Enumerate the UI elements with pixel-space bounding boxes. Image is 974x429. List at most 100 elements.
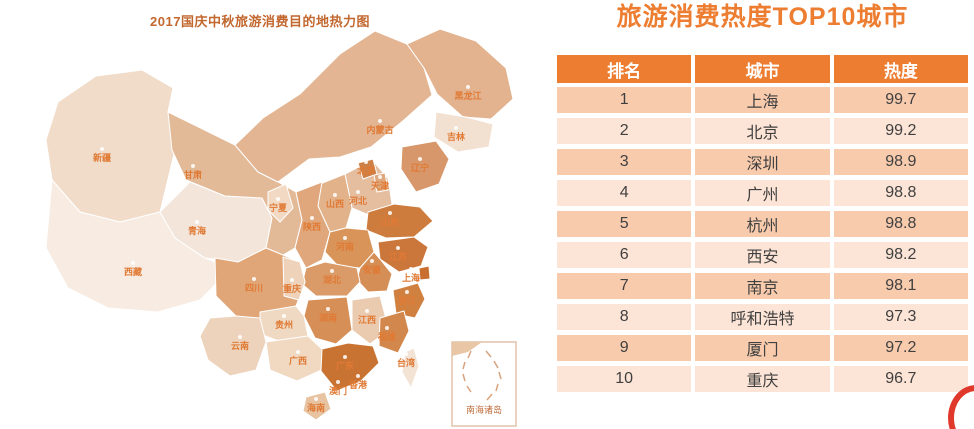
- province-label: 吉林: [447, 131, 466, 142]
- province-marker-dot: [370, 259, 374, 263]
- province-label: 福建: [377, 331, 397, 342]
- column-header-rank: 排名: [557, 55, 696, 83]
- table-row: 2 北京 99.2: [557, 118, 968, 144]
- table-body: 1 上海 99.7 2 北京 99.2 3 深圳 98.9 4 广州 98.8 5 杭州 98.8 6 西安 98…: [557, 87, 968, 392]
- province-label: 江西: [358, 314, 376, 325]
- province-label: 香港: [348, 379, 368, 390]
- table-cell: 97.3: [885, 308, 917, 325]
- province-marker-dot: [333, 193, 337, 197]
- province-天津: [373, 172, 389, 193]
- column-header-city: 城市: [695, 55, 834, 83]
- table-cell: 98.1: [885, 277, 917, 294]
- province-台湾: [401, 347, 420, 389]
- province-吉林: [433, 111, 494, 153]
- province-marker-dot: [296, 350, 300, 354]
- province-上海: [418, 265, 431, 281]
- province-marker-dot: [252, 277, 256, 281]
- province-label: 北京: [357, 165, 375, 176]
- province-label: 贵州: [275, 319, 293, 330]
- province-福建: [378, 310, 410, 354]
- table-cell: 深圳: [695, 149, 834, 175]
- province-marker-dot: [282, 314, 286, 318]
- table-cell: 97.2: [885, 339, 917, 356]
- province-marker-dot: [238, 335, 242, 339]
- province-marker-dot: [454, 126, 458, 130]
- province-marker-dot: [405, 290, 409, 294]
- province-label: 四川: [245, 283, 263, 293]
- table-cell: 上海: [695, 87, 834, 113]
- column-header-heat: 热度: [883, 61, 918, 81]
- inset-border: [451, 341, 517, 427]
- south-china-sea-inset: 南海诸岛: [451, 341, 517, 427]
- province-label: 山西: [326, 198, 344, 209]
- province-marker-dot: [385, 326, 389, 330]
- table-row: 1 上海 99.7: [557, 87, 968, 113]
- province-marker-dot: [364, 160, 368, 164]
- province-label: 上海: [402, 272, 420, 283]
- province-label: 澳门: [329, 385, 347, 396]
- table-cell: 杭州: [695, 211, 834, 237]
- province-山东: [365, 203, 434, 239]
- table-row: 6 西安 98.2: [557, 242, 968, 268]
- table-row: 5 杭州 98.8: [557, 211, 968, 237]
- table-cell: 3: [557, 149, 696, 175]
- province-label: 湖南: [319, 312, 337, 323]
- inset-coastline: [452, 342, 482, 356]
- province-marker-dot: [409, 267, 413, 271]
- province-黑龙江: [406, 28, 514, 120]
- table-cell: 南京: [695, 273, 834, 299]
- province-label: 陕西: [303, 221, 321, 232]
- table-cell: 8: [557, 304, 696, 330]
- table-row: 10 重庆 96.7: [557, 366, 968, 392]
- province-marker-dot: [343, 355, 347, 359]
- province-marker-dot: [330, 269, 334, 273]
- province-云南: [199, 315, 267, 377]
- province-海南: [302, 391, 332, 421]
- province-label: 内蒙古: [366, 124, 393, 135]
- province-内蒙古: [234, 30, 433, 183]
- province-marker-dot: [310, 216, 314, 220]
- province-label: 天津: [371, 180, 389, 191]
- province-label: 广东: [336, 360, 354, 371]
- top10-panel: 旅游消费热度TOP10城市 排名 城市 热度 1 上海 99.7 2 北京 99.2 3 深圳…: [557, 0, 968, 429]
- table-cell: 5: [557, 211, 696, 237]
- province-label: 新疆: [93, 152, 111, 163]
- province-label: 浙江: [398, 295, 416, 306]
- province-辽宁: [400, 140, 450, 193]
- nine-dash-line: [462, 350, 502, 401]
- table-row: 8 呼和浩特 97.3: [557, 304, 968, 330]
- table-cell: 98.9: [885, 153, 917, 170]
- province-marker-dot: [356, 374, 360, 378]
- province-浙江: [392, 282, 426, 319]
- province-marker-dot: [100, 147, 104, 151]
- table-cell: 广州: [695, 180, 834, 206]
- table-title: 旅游消费热度TOP10城市: [616, 3, 909, 31]
- province-label: 西藏: [124, 266, 142, 277]
- province-marker-dot: [378, 175, 382, 179]
- province-marker-dot: [276, 197, 280, 201]
- province-label: 黑龙江: [454, 90, 481, 101]
- table-cell: 99.7: [885, 91, 917, 108]
- table-cell: 2: [557, 118, 696, 144]
- province-label: 山东: [381, 216, 399, 227]
- province-marker-dot: [418, 157, 422, 161]
- table-cell: 7: [557, 273, 696, 299]
- province-label: 江苏: [389, 251, 407, 262]
- table-cell: 96.7: [885, 370, 917, 387]
- province-marker-dot: [356, 190, 360, 194]
- province-marker-dot: [466, 85, 470, 89]
- table-cell: 99.2: [885, 122, 917, 139]
- heat-table: 排名 城市 热度 1 上海 99.7 2 北京 99.2 3 深圳 98.9 4 广州 98.8 5 杭州…: [557, 55, 968, 397]
- province-重庆: [282, 256, 306, 301]
- inset-label: 南海诸岛: [466, 404, 502, 415]
- province-广东: [320, 342, 380, 392]
- province-marker-dot: [195, 220, 199, 224]
- china-heatmap-panel: 2017国庆中秋旅游消费目的地热力图 南海诸岛 新疆 西藏 青海 甘肃 内蒙古 黑龙江 吉林…: [45, 14, 517, 427]
- table-cell: 重庆: [695, 366, 834, 392]
- province-marker-dot: [336, 380, 340, 384]
- table-row: 9 厦门 97.2: [557, 335, 968, 361]
- table-cell: 6: [557, 242, 696, 268]
- province-marker-dot: [378, 119, 382, 123]
